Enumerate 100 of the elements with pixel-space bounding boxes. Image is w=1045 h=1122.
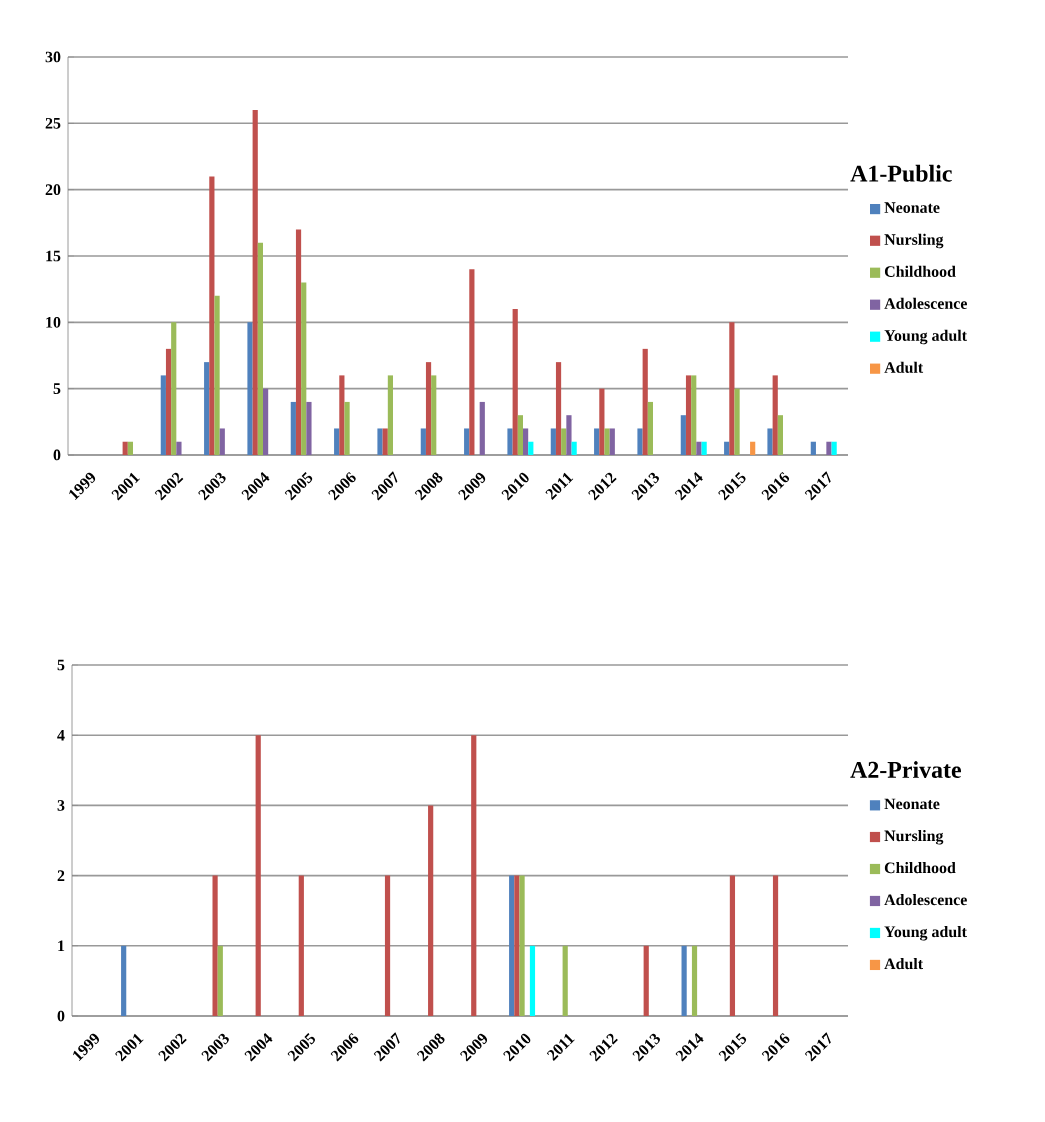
bar	[306, 401, 312, 455]
y-tick-label: 0	[53, 449, 61, 461]
y-tick-label: 25	[45, 117, 61, 129]
bar	[387, 375, 393, 455]
legend-label: Nursling	[884, 829, 944, 845]
bar	[831, 441, 837, 455]
bar	[696, 441, 702, 455]
bar	[691, 945, 698, 1016]
bar	[609, 428, 615, 455]
bar	[263, 388, 269, 455]
bar	[431, 375, 437, 455]
bar	[750, 441, 756, 455]
bar	[685, 375, 692, 455]
bar	[252, 110, 258, 455]
legend-label: Childhood	[884, 861, 956, 874]
bar	[528, 441, 534, 455]
bar	[691, 375, 697, 455]
bar	[507, 428, 513, 455]
y-tick-label: 5	[57, 659, 65, 671]
bar	[217, 945, 223, 1016]
bar	[382, 428, 388, 455]
x-tick-label: 2011	[546, 1033, 575, 1061]
bar	[160, 375, 166, 455]
bar	[523, 428, 529, 455]
legend-label: Childhood	[884, 265, 956, 277]
bar	[121, 945, 127, 1016]
y-tick-label: 2	[57, 870, 65, 881]
bar	[344, 401, 350, 455]
x-tick-label: 2011	[545, 472, 574, 500]
bar	[171, 322, 177, 455]
bar	[724, 441, 730, 455]
bar	[550, 428, 556, 455]
bar	[681, 945, 687, 1016]
bar	[772, 375, 778, 455]
bar	[562, 945, 568, 1016]
bar	[643, 945, 649, 1016]
legend-label: Neonate	[884, 798, 940, 810]
bar	[298, 875, 304, 1016]
bar	[469, 269, 475, 455]
bar	[247, 322, 253, 455]
bar	[377, 428, 383, 455]
legend-label: Young adult	[884, 329, 967, 345]
bar	[767, 428, 773, 455]
legend-title: A1-Public	[850, 164, 952, 182]
bar	[214, 295, 220, 455]
legend-label: Neonate	[884, 202, 940, 213]
bar	[428, 805, 434, 1016]
bar	[420, 428, 426, 455]
legend-title: A2-Private	[850, 761, 962, 778]
bar	[301, 282, 307, 455]
bar	[204, 362, 210, 455]
legend-label: Adult	[884, 361, 924, 373]
bar	[176, 441, 182, 455]
y-tick-label: 20	[45, 184, 61, 196]
bar	[295, 229, 302, 455]
legend-label: Adult	[884, 957, 924, 970]
bar	[514, 875, 520, 1016]
bar	[729, 322, 735, 455]
legend-label: Young adult	[884, 925, 967, 941]
bar	[165, 348, 172, 455]
bar	[464, 428, 470, 455]
bar	[255, 735, 261, 1016]
bar	[212, 875, 218, 1016]
bar	[647, 401, 654, 455]
bar	[290, 401, 296, 455]
bar	[604, 428, 610, 455]
y-tick-label: 4	[57, 729, 65, 741]
bar	[594, 428, 600, 455]
y-tick-label: 0	[57, 1010, 65, 1022]
legend-label: Nursling	[884, 233, 944, 249]
bar	[512, 309, 518, 455]
bar	[826, 441, 832, 455]
bar	[729, 875, 736, 1016]
bar	[122, 441, 128, 455]
bar	[219, 428, 225, 455]
bar	[566, 415, 572, 455]
legend-label: Adolescence	[884, 893, 967, 906]
bar	[772, 875, 779, 1016]
legend-label: Adolescence	[884, 297, 967, 309]
bar	[777, 415, 784, 455]
bar	[509, 875, 515, 1016]
bar	[384, 875, 391, 1016]
y-tick-label: 1	[58, 940, 65, 952]
bar	[339, 375, 345, 455]
bar	[334, 428, 340, 455]
bar	[519, 875, 525, 1016]
y-tick-label: 15	[46, 250, 61, 262]
bar	[517, 415, 524, 455]
bar	[257, 242, 263, 455]
y-tick-label: 5	[53, 383, 61, 394]
bar	[571, 441, 577, 455]
bar	[127, 441, 133, 455]
y-tick-label: 10	[46, 316, 61, 328]
bar	[810, 441, 816, 455]
bar	[471, 735, 477, 1016]
bar	[479, 401, 485, 455]
bar	[425, 362, 432, 455]
bar	[701, 441, 707, 455]
bar	[529, 945, 536, 1016]
bar	[637, 428, 643, 455]
